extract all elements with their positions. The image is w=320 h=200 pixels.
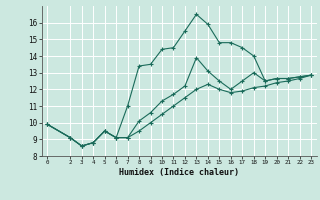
X-axis label: Humidex (Indice chaleur): Humidex (Indice chaleur)	[119, 168, 239, 177]
